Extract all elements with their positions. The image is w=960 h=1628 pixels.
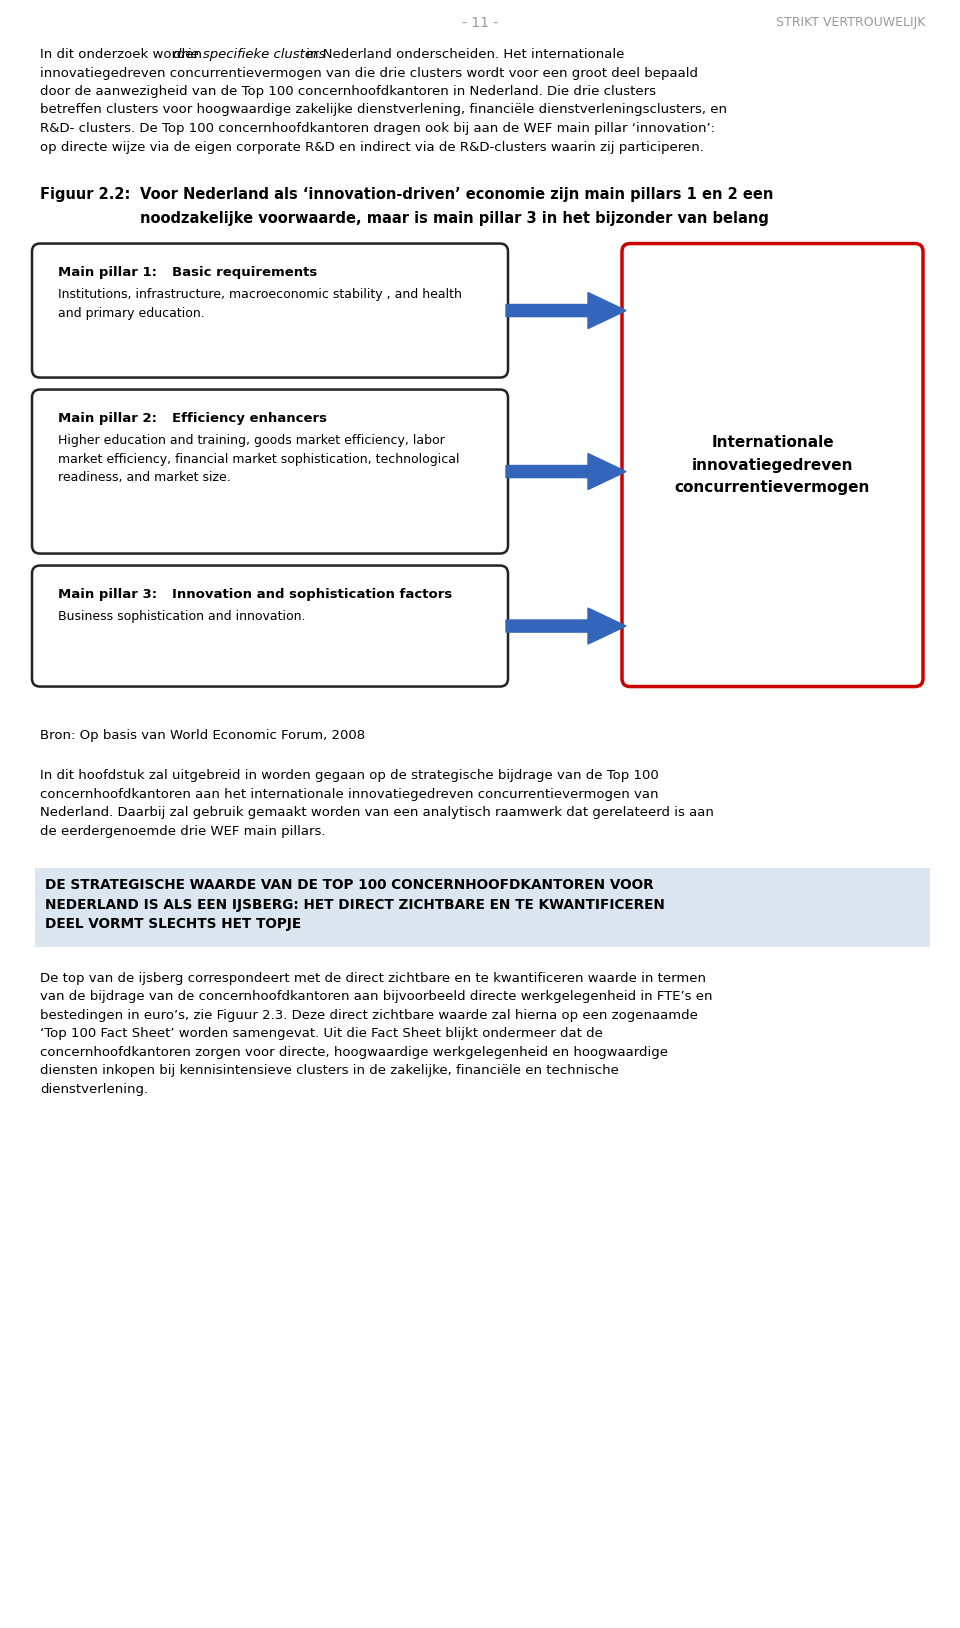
Text: Figuur 2.2:: Figuur 2.2: <box>40 187 131 202</box>
FancyArrow shape <box>506 607 626 645</box>
Text: DEEL VORMT SLECHTS HET TOPJE: DEEL VORMT SLECHTS HET TOPJE <box>45 917 301 931</box>
Text: noodzakelijke voorwaarde, maar is main pillar 3 in het bijzonder van belang: noodzakelijke voorwaarde, maar is main p… <box>140 212 769 226</box>
Text: - 11 -: - 11 - <box>462 16 498 29</box>
Text: dienstverlening.: dienstverlening. <box>40 1083 148 1096</box>
FancyBboxPatch shape <box>622 244 923 687</box>
Text: innovatiegedreven concurrentievermogen van die drie clusters wordt voor een groo: innovatiegedreven concurrentievermogen v… <box>40 67 698 80</box>
Text: concernhoofdkantoren zorgen voor directe, hoogwaardige werkgelegenheid en hoogwa: concernhoofdkantoren zorgen voor directe… <box>40 1045 668 1058</box>
Text: DE STRATEGISCHE WAARDE VAN DE TOP 100 CONCERNHOOFDKANTOREN VOOR: DE STRATEGISCHE WAARDE VAN DE TOP 100 CO… <box>45 877 654 892</box>
Text: Higher education and training, goods market efficiency, labor
market efficiency,: Higher education and training, goods mar… <box>58 435 460 484</box>
Text: Innovation and sophistication factors: Innovation and sophistication factors <box>172 588 452 601</box>
FancyArrow shape <box>506 454 626 490</box>
Text: betreffen clusters voor hoogwaardige zakelijke dienstverlening, financiële diens: betreffen clusters voor hoogwaardige zak… <box>40 104 727 117</box>
Text: Internationale
innovatiegedreven
concurrentievermogen: Internationale innovatiegedreven concurr… <box>675 435 870 495</box>
Text: Voor Nederland als ‘innovation-driven’ economie zijn main pillars 1 en 2 een: Voor Nederland als ‘innovation-driven’ e… <box>140 187 774 202</box>
Text: concernhoofdkantoren aan het internationale innovatiegedreven concurrentievermog: concernhoofdkantoren aan het internation… <box>40 788 659 801</box>
FancyBboxPatch shape <box>32 565 508 687</box>
Text: drie specifieke clusters: drie specifieke clusters <box>173 47 325 60</box>
Text: op directe wijze via de eigen corporate R&D en indirect via de R&D-clusters waar: op directe wijze via de eigen corporate … <box>40 140 704 153</box>
Text: bestedingen in euro’s, zie Figuur 2.3. Deze direct zichtbare waarde zal hierna o: bestedingen in euro’s, zie Figuur 2.3. D… <box>40 1009 698 1021</box>
Text: STRIKT VERTROUWELIJK: STRIKT VERTROUWELIJK <box>776 16 925 29</box>
FancyBboxPatch shape <box>32 389 508 554</box>
FancyBboxPatch shape <box>32 244 508 378</box>
Text: de eerdergenoemde drie WEF main pillars.: de eerdergenoemde drie WEF main pillars. <box>40 824 325 837</box>
FancyArrow shape <box>506 293 626 329</box>
Text: De top van de ijsberg correspondeert met de direct zichtbare en te kwantificeren: De top van de ijsberg correspondeert met… <box>40 972 706 985</box>
Text: Efficiency enhancers: Efficiency enhancers <box>172 412 327 425</box>
Text: R&D- clusters. De Top 100 concernhoofdkantoren dragen ook bij aan de WEF main pi: R&D- clusters. De Top 100 concernhoofdka… <box>40 122 715 135</box>
Text: Bron: Op basis van World Economic Forum, 2008: Bron: Op basis van World Economic Forum,… <box>40 729 365 741</box>
Text: In dit hoofdstuk zal uitgebreid in worden gegaan op de strategische bijdrage van: In dit hoofdstuk zal uitgebreid in worde… <box>40 768 659 781</box>
Text: diensten inkopen bij kennisintensieve clusters in de zakelijke, financiële en te: diensten inkopen bij kennisintensieve cl… <box>40 1065 619 1078</box>
Bar <box>35 868 930 946</box>
Text: Main pillar 1:: Main pillar 1: <box>58 265 176 278</box>
Text: door de aanwezigheid van de Top 100 concernhoofdkantoren in Nederland. Die drie : door de aanwezigheid van de Top 100 conc… <box>40 85 656 98</box>
Text: In dit onderzoek worden: In dit onderzoek worden <box>40 47 206 60</box>
Text: Business sophistication and innovation.: Business sophistication and innovation. <box>58 610 305 624</box>
Text: Institutions, infrastructure, macroeconomic stability , and health
and primary e: Institutions, infrastructure, macroecono… <box>58 288 462 319</box>
Text: Basic requirements: Basic requirements <box>172 265 317 278</box>
Text: Main pillar 3:: Main pillar 3: <box>58 588 176 601</box>
Text: Main pillar 2:: Main pillar 2: <box>58 412 176 425</box>
Text: in Nederland onderscheiden. Het internationale: in Nederland onderscheiden. Het internat… <box>301 47 624 60</box>
Text: NEDERLAND IS ALS EEN IJSBERG: HET DIRECT ZICHTBARE EN TE KWANTIFICEREN: NEDERLAND IS ALS EEN IJSBERG: HET DIRECT… <box>45 897 665 912</box>
Text: ‘Top 100 Fact Sheet’ worden samengevat. Uit die Fact Sheet blijkt ondermeer dat : ‘Top 100 Fact Sheet’ worden samengevat. … <box>40 1027 603 1040</box>
Text: van de bijdrage van de concernhoofdkantoren aan bijvoorbeeld directe werkgelegen: van de bijdrage van de concernhoofdkanto… <box>40 990 712 1003</box>
Text: Nederland. Daarbij zal gebruik gemaakt worden van een analytisch raamwerk dat ge: Nederland. Daarbij zal gebruik gemaakt w… <box>40 806 714 819</box>
